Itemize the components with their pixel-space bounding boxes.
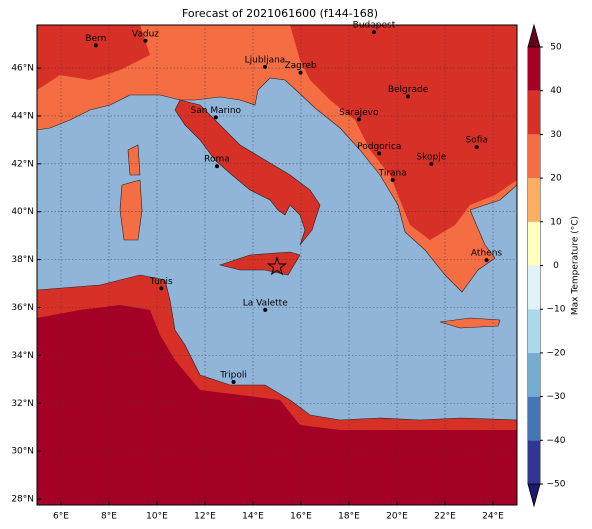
colorbar-tick-label: −10	[547, 305, 566, 315]
city-label: Zagreb	[284, 61, 316, 71]
city-dot	[213, 115, 218, 120]
star-marker	[266, 256, 288, 276]
colorbar-tick-label: 30	[550, 130, 562, 140]
x-tick-label: 8°E	[101, 512, 117, 522]
hot-area	[37, 25, 150, 90]
city-label: Ljubljana	[245, 55, 286, 65]
map-frame	[36, 24, 518, 506]
city-label: Skopje	[416, 152, 446, 162]
colorbar-tick-label: −30	[547, 392, 566, 402]
corsica	[127, 144, 141, 176]
colorbar-band	[528, 309, 540, 353]
colorbar-band	[528, 47, 540, 91]
y-tick-label: 34°N	[11, 351, 34, 361]
map-title: Forecast of 2021061600 (f144-168)	[182, 7, 378, 20]
y-tick-label: 38°N	[11, 255, 34, 265]
y-tick-label: 36°N	[11, 303, 34, 313]
city-label: Tunis	[149, 277, 173, 287]
colorbar-band	[528, 265, 540, 310]
y-tick-label: 30°N	[11, 447, 34, 457]
x-tick-label: 24°E	[482, 512, 504, 522]
x-tick-label: 16°E	[290, 512, 312, 522]
y-tick-label: 42°N	[11, 159, 34, 169]
colorbar-band	[528, 440, 540, 484]
y-tick-label: 46°N	[11, 64, 34, 74]
city-dot	[371, 30, 376, 35]
colorbar-tick-label: −40	[547, 436, 566, 446]
x-tick-label: 12°E	[194, 512, 216, 522]
city-label: La Valette	[243, 298, 288, 308]
city-label: San Marino	[191, 106, 242, 116]
city-dot	[429, 161, 434, 166]
colorbar-tick-label: 40	[550, 86, 562, 96]
city-label: Budapest	[353, 21, 396, 31]
colorbar-extend-under	[527, 483, 541, 508]
sardinia	[119, 179, 143, 241]
city-label: Tirana	[378, 168, 407, 178]
y-tick-label: 44°N	[11, 111, 34, 121]
x-tick-label: 10°E	[146, 512, 168, 522]
city-label: Tripoli	[219, 370, 247, 380]
colorbar-tick-label: −50	[547, 480, 566, 490]
city-label: Athens	[471, 249, 502, 259]
colorbar-band	[528, 134, 540, 179]
colorbar-band	[528, 352, 540, 397]
colorbar-tick-label: 20	[550, 174, 562, 184]
colorbar-tick-label: −20	[547, 348, 566, 358]
y-tick-label: 40°N	[11, 207, 34, 217]
sicily	[218, 251, 301, 276]
city-label: Sarajevo	[339, 108, 379, 118]
x-tick-label: 20°E	[386, 512, 408, 522]
city-dot	[390, 177, 395, 182]
city-dot	[474, 145, 479, 150]
colorbar-tick-label: 0	[553, 261, 559, 271]
colorbar-band	[528, 221, 540, 266]
city-dot	[406, 94, 411, 99]
crete	[439, 317, 501, 329]
city-label: Sofia	[465, 136, 487, 146]
x-tick-label: 14°E	[242, 512, 264, 522]
city-dot	[263, 64, 267, 69]
y-tick-label: 32°N	[11, 399, 34, 409]
hot-area	[290, 25, 517, 240]
basemap	[37, 25, 517, 505]
city-dot	[356, 117, 361, 122]
city-label: Podgorica	[357, 142, 401, 152]
colorbar-band	[528, 178, 540, 222]
italy	[174, 99, 321, 246]
city-label: Roma	[204, 155, 230, 165]
city-dot	[484, 258, 489, 263]
x-tick-label: 22°E	[434, 512, 456, 522]
colorbar-band	[528, 90, 540, 135]
x-tick-label: 18°E	[338, 512, 360, 522]
city-dot	[298, 70, 303, 75]
colorbar-tick-label: 50	[550, 43, 562, 53]
y-tick-label: 28°N	[11, 495, 34, 505]
city-label: Belgrade	[388, 85, 429, 95]
city-dot	[263, 307, 268, 312]
city-dot	[215, 164, 219, 169]
x-tick-label: 6°E	[53, 512, 69, 522]
city-dot	[93, 43, 98, 48]
colorbar-tick-label: 10	[550, 217, 562, 227]
city-label: Vaduz	[132, 29, 159, 39]
city-label: Bern	[85, 34, 106, 44]
colorbar-extend-over	[527, 23, 541, 48]
city-dot	[143, 38, 148, 43]
city-dot	[159, 286, 164, 291]
colorbar-label: Max Temperature (°C)	[571, 216, 581, 315]
city-dot	[377, 151, 382, 156]
colorbar-band	[528, 396, 540, 441]
city-dot	[231, 379, 236, 384]
